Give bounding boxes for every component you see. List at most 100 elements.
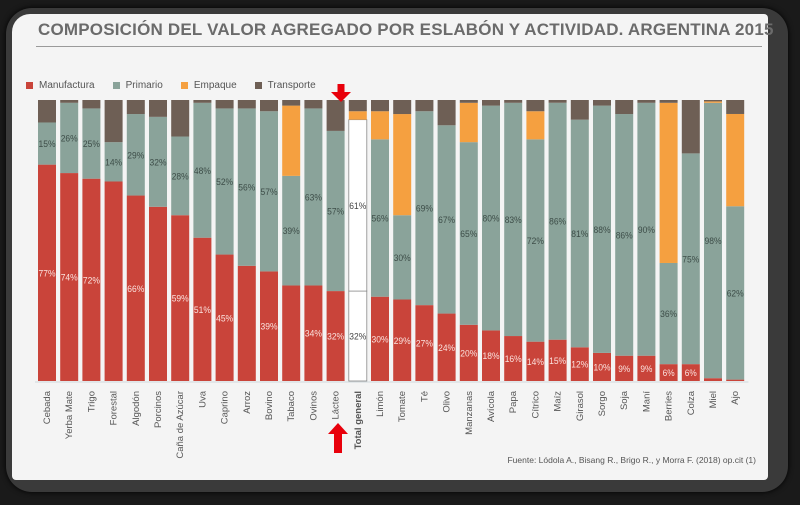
x-tick-label: Porcinos xyxy=(153,391,164,428)
data-label: 72% xyxy=(83,275,100,286)
bar-segment-manufactura xyxy=(504,336,523,381)
bar-segment-primario xyxy=(282,175,301,286)
x-tick-label: Bovino xyxy=(264,391,275,420)
data-label: 77% xyxy=(39,268,56,279)
bar-segment-manufactura xyxy=(371,296,389,381)
legend-label: Empaque xyxy=(193,80,237,91)
x-tick-label: Lácteo xyxy=(331,391,342,420)
x-tick-label: Soja xyxy=(619,390,630,410)
data-label: 29% xyxy=(394,336,411,347)
x-tick-label: Tomate xyxy=(397,391,408,422)
data-label: 39% xyxy=(283,226,300,237)
bar-segment-manufactura xyxy=(171,215,190,381)
data-label: 30% xyxy=(372,334,389,345)
bar-segment-transporte xyxy=(126,100,145,115)
bar-segment-primario xyxy=(60,102,79,174)
data-label: 6% xyxy=(663,368,675,379)
data-label: 69% xyxy=(416,204,433,215)
data-label: 65% xyxy=(460,229,477,240)
bar-segment-transporte xyxy=(149,100,167,117)
data-label: 14% xyxy=(105,157,122,168)
data-label: 52% xyxy=(216,177,233,188)
bar-segment-manufactura xyxy=(104,181,123,381)
bar-segment-transporte xyxy=(237,100,256,109)
bar-segment-manufactura xyxy=(282,285,301,381)
bar-segment-primario xyxy=(126,114,145,196)
x-tick-label: Olivo xyxy=(442,391,453,413)
bar-segment-empaque xyxy=(704,101,722,103)
bar-segment-primario xyxy=(526,139,545,342)
data-label: 57% xyxy=(327,206,344,217)
x-tick-label: Cebada xyxy=(42,390,53,424)
bar-segment-manufactura xyxy=(704,378,722,381)
data-label: 51% xyxy=(194,305,211,316)
bar-segment-primario xyxy=(570,119,589,348)
data-label: 98% xyxy=(705,236,722,247)
data-label: 15% xyxy=(39,139,56,150)
data-label: 86% xyxy=(616,230,633,241)
x-tick-label: Trigo xyxy=(86,391,97,412)
bar-segment-manufactura xyxy=(659,364,678,381)
bar-segment-primario xyxy=(260,111,278,272)
bar-segment-transporte xyxy=(260,100,278,112)
bar-segment-primario xyxy=(304,108,323,286)
bar-segment-empaque xyxy=(459,102,478,143)
bar-segment-transporte xyxy=(82,100,101,109)
data-label: 20% xyxy=(460,348,477,359)
legend-swatch xyxy=(180,82,188,89)
bar-segment-manufactura xyxy=(615,355,634,381)
bar-segment-empaque xyxy=(371,111,389,140)
legend-swatch xyxy=(112,82,120,89)
bar-segment-empaque xyxy=(726,113,745,207)
bar-segment-manufactura xyxy=(437,313,456,381)
bar-segment-transporte xyxy=(704,100,722,102)
data-label: 80% xyxy=(483,214,500,225)
x-tick-label: Ajo xyxy=(730,391,741,405)
bar-segment-transporte xyxy=(504,100,523,103)
x-tick-label: Girasol xyxy=(575,391,586,421)
data-label: 30% xyxy=(394,253,411,264)
bar-segment-manufactura xyxy=(415,305,434,381)
bar-segment-manufactura xyxy=(38,164,56,381)
bar-segment-primario xyxy=(437,125,456,314)
data-label: 27% xyxy=(416,339,433,350)
bar-segment-transporte xyxy=(459,100,478,103)
bar-segment-empaque xyxy=(282,105,301,176)
x-tick-label: Algodón xyxy=(131,391,142,426)
data-label: 66% xyxy=(127,284,144,295)
bar-segment-manufactura xyxy=(637,355,656,381)
bar-segment-transporte xyxy=(371,100,389,112)
bar-segment-primario xyxy=(326,130,345,292)
bar-segment-manufactura xyxy=(60,173,79,381)
bar-segment-transporte xyxy=(193,100,212,103)
bar-segment-primario xyxy=(482,105,500,331)
bar-segment-transporte xyxy=(104,100,123,143)
bar-segment-transporte xyxy=(637,100,656,103)
data-label: 36% xyxy=(660,309,677,320)
x-tick-label: Avícola xyxy=(486,390,497,422)
bar-segment-manufactura xyxy=(393,299,412,381)
bar-segment-empaque xyxy=(393,114,412,216)
legend: Manufactura Primario Empaque Transporte xyxy=(26,80,316,91)
bar-segment-transporte xyxy=(60,100,79,103)
bar-segment-primario xyxy=(104,142,123,182)
bar-segment-manufactura xyxy=(126,195,145,381)
x-tick-label: Tabaco xyxy=(286,391,297,422)
legend-item-manufactura: Manufactura xyxy=(26,80,95,91)
bar-segment-primario xyxy=(415,111,434,306)
x-tick-label: Papa xyxy=(508,390,519,413)
bar-segment-manufactura xyxy=(193,237,212,381)
data-label: 12% xyxy=(571,360,588,371)
legend-item-primario: Primario xyxy=(112,80,163,91)
bar-segment-transporte xyxy=(548,100,567,103)
data-label: 45% xyxy=(216,313,233,324)
data-label: 62% xyxy=(727,288,744,299)
x-tick-label: Yerba Mate xyxy=(64,391,75,439)
bar-segment-primario xyxy=(38,122,56,165)
data-label: 9% xyxy=(618,364,630,375)
data-label: 63% xyxy=(305,192,322,203)
bar-segment-primario xyxy=(726,206,745,380)
legend-label: Manufactura xyxy=(39,80,95,91)
bar-segment-primario xyxy=(237,108,256,266)
bar-segment-manufactura xyxy=(593,352,611,381)
